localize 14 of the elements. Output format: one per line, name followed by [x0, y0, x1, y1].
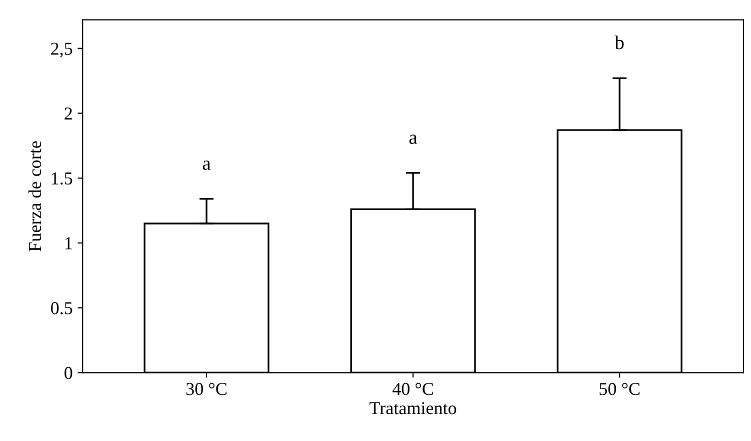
x-tick-label: 50 °C: [600, 382, 640, 396]
x-axis-title: Tratamiento: [370, 402, 456, 414]
x-tick-label: 40 °C: [392, 382, 433, 396]
y-tick-label: 0.5: [51, 302, 72, 314]
y-tick-label: 1: [65, 237, 72, 250]
annotation: b: [614, 36, 624, 50]
y-tick-label: 0: [64, 366, 72, 380]
y-tick-label: 1.5: [52, 172, 72, 185]
annotation: a: [409, 134, 418, 144]
annotation: a: [202, 160, 211, 170]
x-tick-label: 30 °C: [186, 382, 226, 396]
y-axis-title: Fuerza de corte: [28, 141, 42, 252]
y-tick-label: 2: [64, 108, 72, 120]
y-tick-label: 2,5: [51, 42, 72, 58]
